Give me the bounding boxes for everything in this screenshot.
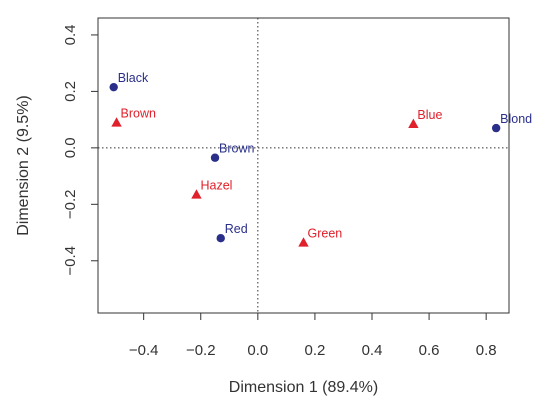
triangle-point: [298, 237, 309, 247]
x-tick-label: 0.2: [304, 342, 325, 359]
circle-point: [216, 233, 225, 243]
triangle-point: [191, 189, 202, 199]
y-tick-label: −0.2: [62, 190, 79, 220]
x-tick-label: −0.2: [186, 342, 216, 359]
plot-frame: [97, 17, 510, 314]
point-label: Blond: [500, 112, 532, 126]
y-tick-label: −0.4: [62, 246, 79, 276]
point-label: Brown: [121, 106, 156, 120]
data-points: [109, 82, 501, 247]
circle-point: [210, 153, 220, 162]
circle-point: [491, 123, 501, 133]
triangle-point: [111, 117, 122, 127]
point-labels: Black Brown Red Blond Brown Hazel Green Blue: [118, 71, 532, 240]
y-axis: −0.4 −0.2 0.0 0.2 0.4: [62, 25, 98, 276]
x-axis: −0.4 −0.2 0.0 0.2 0.4 0.6 0.8: [129, 313, 497, 359]
y-tick-label: 0.0: [62, 137, 79, 158]
point-label: Blue: [417, 108, 442, 122]
y-axis-title: Dimension 2 (9.5%): [15, 95, 32, 236]
triangle-point: [408, 118, 419, 129]
x-axis-title: Dimension 1 (89.4%): [229, 379, 378, 396]
point-label: Brown: [219, 142, 254, 156]
point-label: Green: [308, 226, 343, 240]
x-tick-label: 0.6: [419, 342, 440, 359]
point-label: Red: [225, 222, 248, 236]
x-tick-label: 0.8: [476, 342, 497, 359]
x-tick-label: 0.4: [362, 342, 383, 359]
circle-point: [109, 82, 118, 92]
y-tick-label: 0.4: [62, 25, 79, 46]
point-label: Black: [118, 71, 149, 85]
reference-lines: [98, 18, 509, 313]
point-label: Hazel: [200, 178, 232, 192]
x-tick-label: −0.4: [129, 342, 159, 359]
y-tick-label: 0.2: [62, 81, 79, 102]
x-tick-label: 0.0: [247, 342, 268, 359]
